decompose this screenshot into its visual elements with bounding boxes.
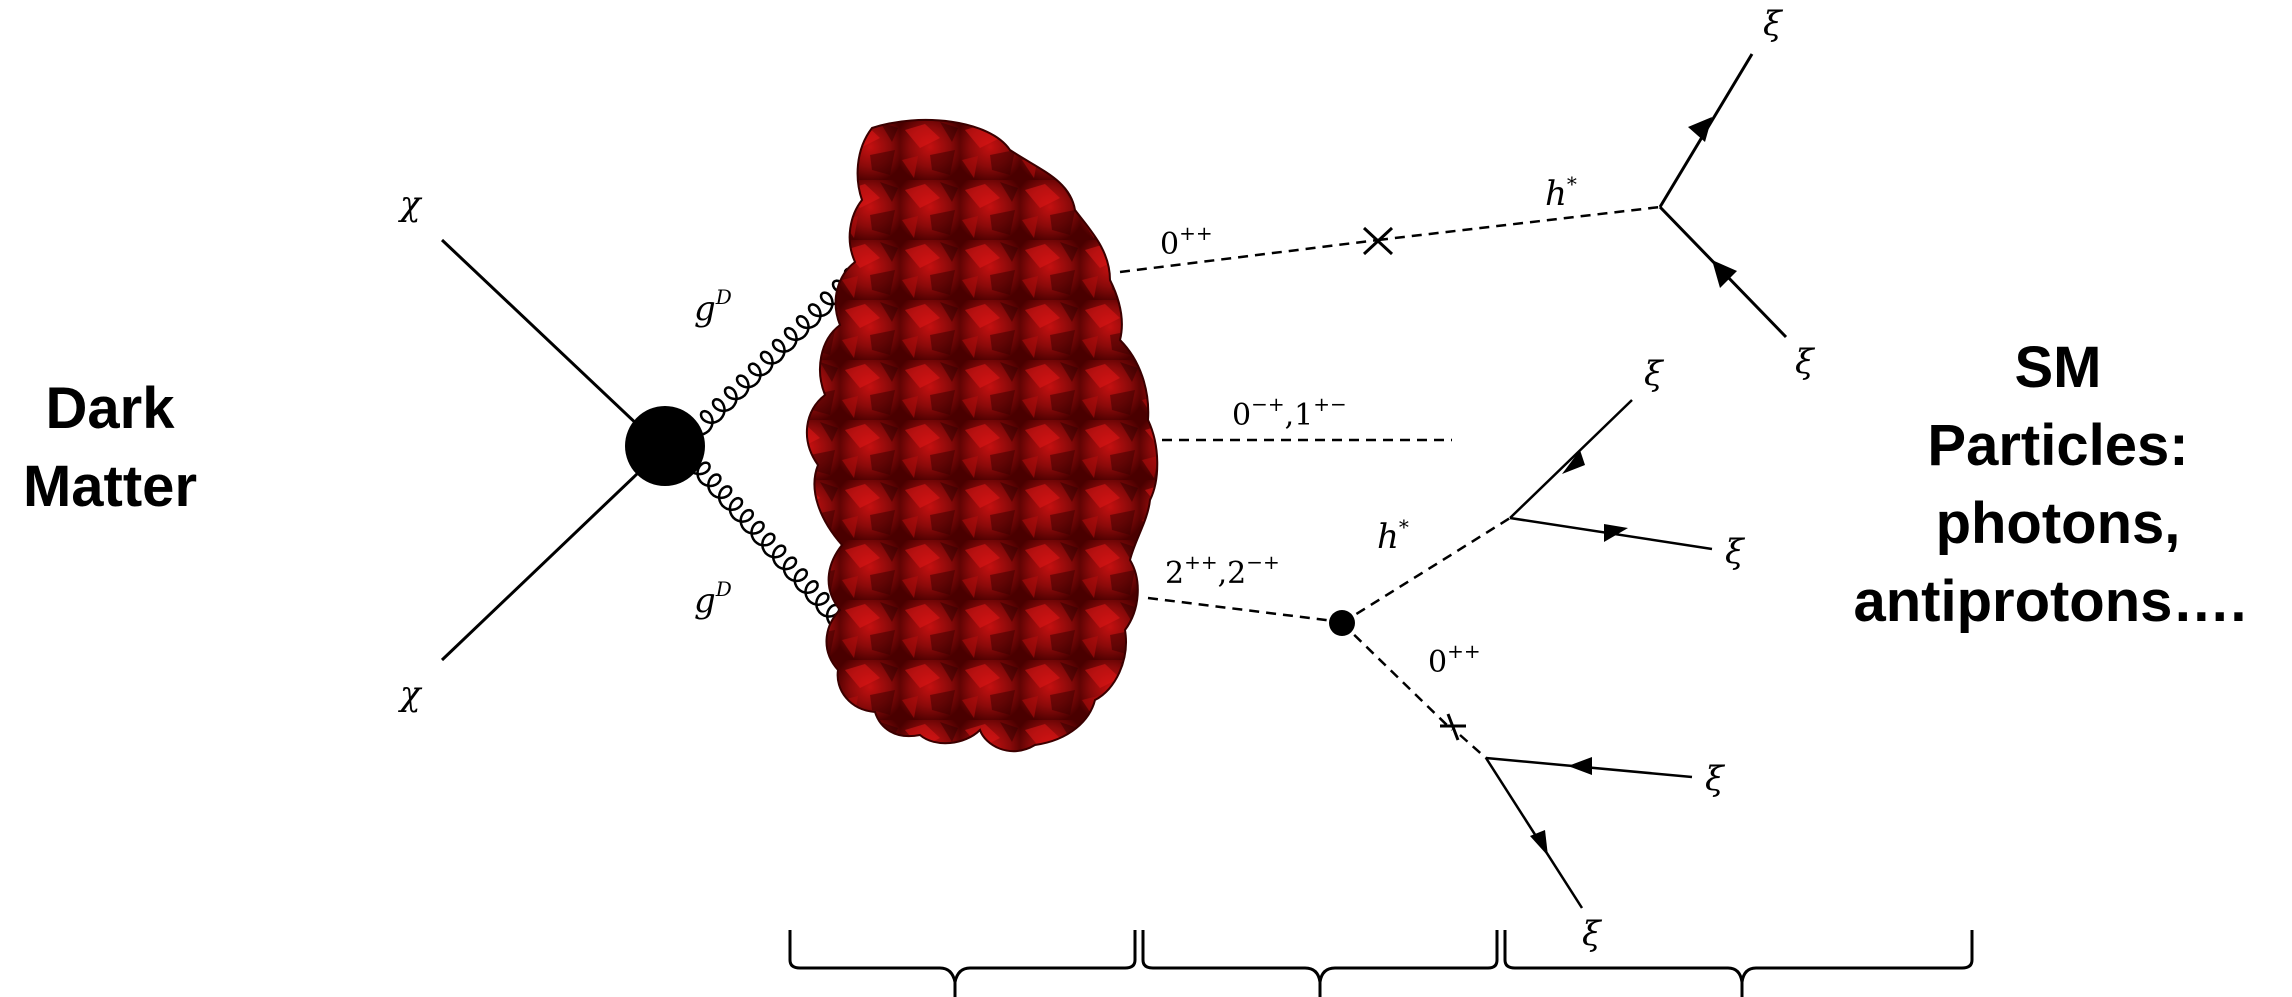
xi-label-4: ξ [1725, 532, 1746, 572]
mixing-cross-top [1362, 226, 1394, 256]
scalar-line-top [1119, 238, 1379, 274]
xi-label-1: ξ [1763, 4, 1784, 44]
arrow-bottom-out [1530, 830, 1548, 856]
arrow-top-in [1712, 260, 1737, 288]
chi-line-bottom [440, 450, 662, 662]
label-2pp-2mp: 2++,2−+ [1165, 550, 1280, 591]
mixing-cross-bottom [1440, 713, 1466, 741]
annihilation-vertex [625, 406, 705, 486]
brace-hadronization [788, 930, 1137, 997]
higgs-line-top [1377, 205, 1661, 242]
dark-matter-line2: Matter [23, 454, 197, 519]
brace-sm [1503, 930, 1974, 997]
xi-label-5: ξ [1705, 759, 1726, 799]
xi-label-2: ξ [1795, 342, 1816, 382]
xi-label-3: ξ [1644, 354, 1665, 394]
gluon-label-top: gD [694, 285, 732, 329]
higgs-line-lower [1459, 734, 1487, 759]
xi-label-6: ξ [1582, 914, 1603, 954]
tensor-line [1147, 596, 1343, 624]
label-0mp-1pm: 0−+,1+− [1232, 392, 1347, 433]
scalar-line-bottom [1341, 622, 1453, 731]
dark-matter-line1: Dark [46, 376, 176, 441]
sm-line3: photons, [1936, 491, 2181, 556]
label-0pp-top: 0++ [1160, 221, 1213, 262]
arrow-bottom-in [1568, 757, 1592, 775]
arrow-mid-2 [1604, 524, 1628, 542]
sm-line2: Particles: [1927, 413, 2188, 478]
sm-line4: antiprotons…. [1853, 569, 2246, 634]
brace-decay [1141, 930, 1499, 997]
chi-label-bottom: χ [398, 674, 423, 714]
arrow-top-out [1688, 117, 1712, 142]
label-hstar-top: h* [1545, 172, 1577, 214]
label-0pp-bottom: 0++ [1428, 639, 1481, 680]
sm-line1: SM [2015, 335, 2102, 400]
hadronization-blob [805, 118, 1159, 753]
dark-matter-label: Dark Matter [23, 376, 197, 519]
fermion-out-bottom [1484, 757, 1584, 909]
fermion-out-mid-1 [1509, 399, 1633, 519]
higgs-line-bottom [1341, 516, 1511, 625]
arrow-mid-1 [1562, 450, 1585, 474]
chi-label-top: χ [398, 184, 423, 224]
chi-line-top [440, 238, 662, 448]
gluon-label-bottom: gD [694, 577, 732, 621]
sm-particles-label: SM Particles: photons, antiprotons…. [1853, 335, 2246, 634]
label-hstar-bottom: h* [1377, 515, 1409, 557]
